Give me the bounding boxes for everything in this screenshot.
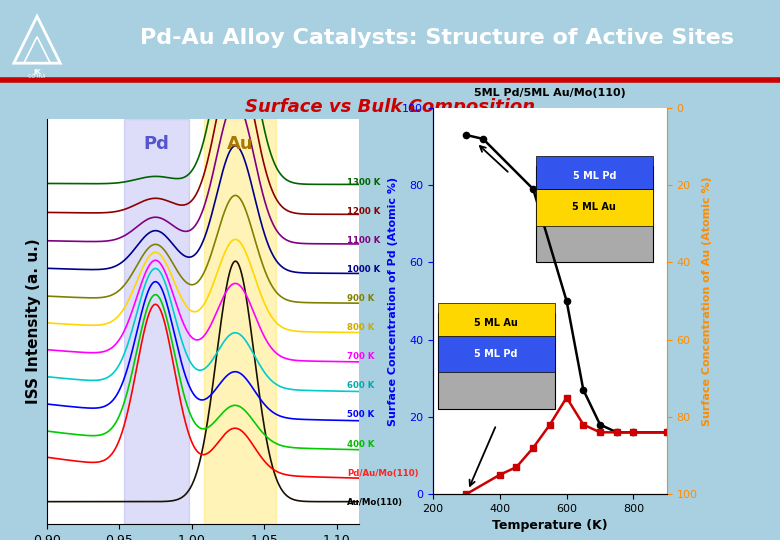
Text: Pd/Au/Mo(110): Pd/Au/Mo(110) [347, 469, 419, 478]
Text: 600 K: 600 K [347, 381, 374, 390]
Text: Pd: Pd [144, 135, 169, 153]
Text: 900 K: 900 K [347, 294, 374, 303]
Text: 1200 K: 1200 K [347, 207, 381, 215]
Bar [536, 189, 653, 226]
Text: CO HUI: CO HUI [28, 73, 46, 78]
Text: Au: Au [226, 135, 254, 153]
Text: 1100 K: 1100 K [347, 236, 381, 245]
Text: Surface vs Bulk Composition: Surface vs Bulk Composition [245, 98, 535, 116]
Bar [536, 166, 653, 262]
Text: JK: JK [33, 69, 41, 75]
Text: Pd-Au Alloy Catalysts: Structure of Active Sites: Pd-Au Alloy Catalysts: Structure of Acti… [140, 28, 734, 48]
X-axis label: Temperature (K): Temperature (K) [492, 519, 608, 532]
Y-axis label: Surface Concentration of Au (Atomic %): Surface Concentration of Au (Atomic %) [702, 176, 712, 426]
Y-axis label: Surface Concentration of Pd (Atomic %): Surface Concentration of Pd (Atomic %) [388, 177, 398, 426]
Text: 5 ML Pd: 5 ML Pd [474, 349, 518, 359]
Text: 1000 K: 1000 K [347, 265, 381, 274]
Text: 800 K: 800 K [347, 323, 374, 332]
Bar [438, 313, 555, 409]
Text: 1300 K: 1300 K [347, 178, 381, 187]
Text: Au/Mo(110): Au/Mo(110) [347, 498, 403, 507]
Y-axis label: ISS Intensity (a. u.): ISS Intensity (a. u.) [27, 239, 41, 404]
Text: 5 ML Pd: 5 ML Pd [573, 171, 616, 181]
Text: 5ML Pd/5ML Au/Mo(110): 5ML Pd/5ML Au/Mo(110) [474, 89, 626, 98]
Bar [204, 119, 276, 524]
Text: 400 K: 400 K [347, 440, 374, 449]
Bar [438, 336, 555, 373]
Bar [438, 303, 555, 336]
Bar [124, 119, 189, 524]
Text: 5 ML Au: 5 ML Au [573, 202, 616, 212]
Text: 500 K: 500 K [347, 410, 374, 420]
Text: 5 ML Au: 5 ML Au [474, 318, 518, 328]
Bar [536, 156, 653, 189]
Text: 700 K: 700 K [347, 352, 374, 361]
